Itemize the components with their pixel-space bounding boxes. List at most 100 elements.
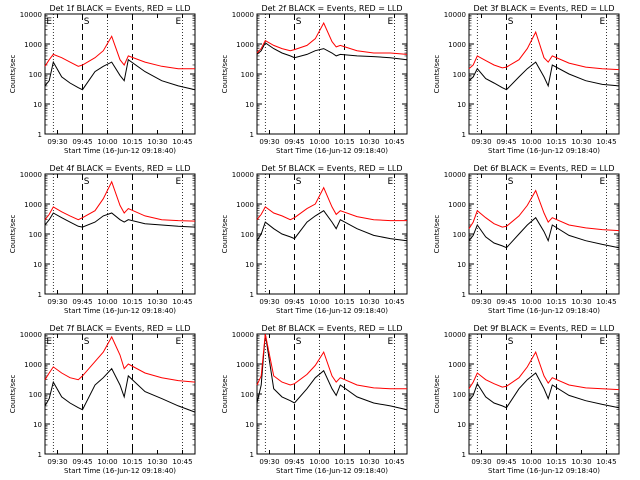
- chart-panel-9: Det 9f BLACK = Events, RED = LLD 1 10 100 10…: [433, 324, 620, 475]
- y-tick-label: 1000: [236, 361, 254, 369]
- plot-frame: [256, 173, 408, 295]
- chart-panel-5: Det 5f BLACK = Events, RED = LLD 1 10 100 10…: [221, 164, 408, 315]
- series-line-lld: [256, 21, 408, 55]
- y-tick-label: 1000: [24, 41, 42, 49]
- chart-title: Det 7f BLACK = Events, RED = LLD: [49, 324, 190, 333]
- x-tick-label: 10:45: [384, 298, 404, 306]
- marker-label: S: [296, 177, 302, 187]
- y-tick-label: 1: [250, 291, 254, 299]
- y-tick-label: 10: [245, 101, 254, 109]
- series-line-lld: [468, 350, 620, 391]
- x-axis-label: Start Time (16-Jun-12 09:18:40): [276, 307, 388, 315]
- y-axis-label: Counts/sec: [221, 375, 229, 414]
- y-tick-label: 10: [457, 421, 466, 429]
- x-tick-label: 09:45: [284, 138, 304, 146]
- chart-panel-7: Det 7f BLACK = Events, RED = LLD 1 10 100 10…: [9, 324, 196, 475]
- x-axis-label: Start Time (16-Jun-12 09:18:40): [64, 147, 176, 155]
- chart-panel-1: Det 1f BLACK = Events, RED = LLD 1 10 100 10…: [9, 4, 196, 155]
- x-tick-label: 10:00: [521, 138, 541, 146]
- y-tick-label: 1: [250, 131, 254, 139]
- x-tick-label: 10:15: [546, 138, 566, 146]
- x-tick-label: 10:15: [546, 458, 566, 466]
- y-tick-label: 10: [457, 261, 466, 269]
- marker-label: S: [84, 17, 90, 27]
- chart-panel-4: Det 4f BLACK = Events, RED = LLD 1 10 100 10…: [9, 164, 196, 315]
- chart-title: Det 6f BLACK = Events, RED = LLD: [473, 164, 614, 173]
- plot-frame: [44, 173, 196, 295]
- marker-label: E: [387, 177, 393, 187]
- x-axis-label: Start Time (16-Jun-12 09:18:40): [64, 467, 176, 475]
- plot-frame: [468, 333, 620, 455]
- y-tick-label: 100: [453, 71, 466, 79]
- chart-title: Det 2f BLACK = Events, RED = LLD: [261, 4, 402, 13]
- y-axis-label: Counts/sec: [9, 375, 17, 414]
- chart-title: Det 5f BLACK = Events, RED = LLD: [261, 164, 402, 173]
- x-tick-label: 10:30: [147, 138, 167, 146]
- x-tick-label: 10:30: [571, 298, 591, 306]
- y-tick-label: 100: [241, 231, 254, 239]
- x-tick-label: 10:15: [122, 138, 142, 146]
- series-line-lld: [256, 333, 407, 390]
- x-tick-label: 09:30: [471, 298, 491, 306]
- x-tick-label: 09:30: [47, 298, 67, 306]
- x-axis-label: Start Time (16-Jun-12 09:18:40): [276, 467, 388, 475]
- x-tick-label: 09:45: [496, 298, 516, 306]
- series-line-lld: [468, 30, 620, 71]
- series-line-events: [256, 210, 408, 242]
- x-tick-label: 10:15: [546, 298, 566, 306]
- x-tick-label: 10:30: [359, 458, 379, 466]
- marker-label: E: [387, 17, 393, 27]
- y-tick-label: 1: [250, 451, 254, 459]
- y-tick-label: 1000: [448, 41, 466, 49]
- chart-panel-2: Det 2f BLACK = Events, RED = LLD 1 10 100 10…: [221, 4, 408, 155]
- x-tick-label: 10:45: [384, 458, 404, 466]
- series-line-lld: [468, 189, 620, 232]
- series-line-lld: [44, 335, 196, 383]
- y-tick-label: 10000: [232, 331, 254, 339]
- y-tick-label: 10000: [20, 171, 42, 179]
- marker-label: S: [84, 177, 90, 187]
- plot-frame: [44, 13, 196, 135]
- x-tick-label: 10:00: [309, 298, 329, 306]
- y-axis-label: Counts/sec: [433, 215, 441, 254]
- x-tick-label: 09:30: [259, 298, 279, 306]
- y-tick-label: 10000: [444, 11, 466, 19]
- marker-label: S: [508, 337, 514, 347]
- plot-frame: [44, 333, 196, 455]
- series-line-events: [468, 216, 620, 249]
- y-tick-label: 10: [245, 421, 254, 429]
- x-tick-label: 10:00: [97, 298, 117, 306]
- series-line-events: [468, 372, 620, 409]
- y-tick-label: 10000: [444, 331, 466, 339]
- y-tick-label: 1: [38, 291, 42, 299]
- marker-label: E: [599, 17, 605, 27]
- series-line-lld: [44, 35, 195, 70]
- y-tick-label: 100: [29, 231, 42, 239]
- y-tick-label: 10: [33, 261, 42, 269]
- x-tick-label: 09:30: [259, 458, 279, 466]
- x-tick-label: 10:30: [359, 138, 379, 146]
- y-tick-label: 1: [462, 451, 466, 459]
- series-line-lld: [44, 180, 196, 222]
- x-tick-label: 09:30: [47, 458, 67, 466]
- marker-label: S: [296, 337, 302, 347]
- y-axis-label: Counts/sec: [9, 55, 17, 94]
- x-tick-label: 10:45: [172, 458, 192, 466]
- y-tick-label: 10000: [20, 11, 42, 19]
- y-tick-label: 10000: [232, 11, 254, 19]
- x-tick-label: 10:45: [172, 298, 192, 306]
- x-tick-label: 09:45: [496, 458, 516, 466]
- chart-panel-3: Det 3f BLACK = Events, RED = LLD 1 10 100 10…: [433, 4, 620, 155]
- x-axis-label: Start Time (16-Jun-12 09:18:40): [64, 307, 176, 315]
- marker-label: E: [175, 177, 181, 187]
- chart-title: Det 8f BLACK = Events, RED = LLD: [261, 324, 402, 333]
- series-line-events: [256, 333, 408, 411]
- x-tick-label: 09:45: [72, 298, 92, 306]
- x-tick-label: 10:30: [147, 458, 167, 466]
- marker-label: E: [387, 337, 393, 347]
- x-tick-label: 10:45: [596, 138, 616, 146]
- y-tick-label: 1: [462, 131, 466, 139]
- x-tick-label: 10:00: [309, 458, 329, 466]
- y-axis-label: Counts/sec: [221, 215, 229, 254]
